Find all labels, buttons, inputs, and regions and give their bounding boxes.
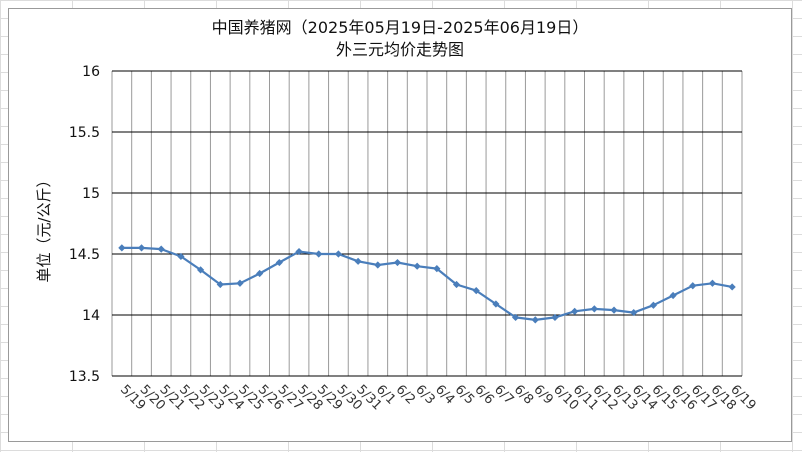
x-tick-label: 6/6 — [471, 382, 496, 407]
data-point-marker — [610, 306, 618, 314]
y-axis-label: 单位（元/公斤） — [35, 172, 53, 282]
data-point-marker — [295, 247, 303, 256]
y-tick-label: 13.5 — [69, 369, 100, 385]
y-tick-label: 15 — [82, 186, 100, 202]
y-tick-label: 14.5 — [69, 247, 100, 263]
y-tick-label: 14 — [82, 308, 100, 324]
x-tick-label: 6/7 — [491, 382, 516, 407]
chart-area: 中国养猪网（2025年05月19日-2025年06月19日） 外三元均价走势图 … — [8, 8, 792, 442]
data-point-marker — [669, 291, 677, 300]
x-tick-label: 6/8 — [511, 382, 536, 407]
x-tick-label: 6/4 — [432, 382, 457, 407]
x-tick-label: 6/5 — [452, 382, 477, 407]
chart-subtitle: 外三元均价走势图 — [335, 40, 464, 59]
x-tick-label: 6/9 — [530, 382, 555, 407]
chart-title-block: 中国养猪网（2025年05月19日-2025年06月19日） 外三元均价走势图 — [9, 17, 791, 61]
data-point-marker — [492, 300, 500, 308]
data-point-marker — [728, 283, 736, 291]
y-tick-label: 16 — [82, 64, 100, 80]
data-point-marker — [590, 305, 598, 313]
data-point-marker — [630, 308, 638, 317]
data-point-marker — [354, 257, 362, 265]
data-point-marker — [216, 280, 224, 289]
data-point-marker — [433, 265, 441, 273]
y-tick-label: 15.5 — [69, 125, 100, 141]
data-point-marker — [315, 250, 323, 258]
data-point-marker — [374, 261, 382, 269]
data-point-marker — [118, 244, 126, 252]
data-point-marker — [452, 280, 461, 289]
data-point-marker — [413, 262, 421, 270]
data-point-marker — [551, 313, 559, 322]
data-point-marker — [196, 266, 205, 274]
data-point-marker — [649, 301, 658, 309]
data-point-marker — [236, 279, 244, 287]
data-point-marker — [511, 313, 520, 322]
data-point-marker — [689, 282, 697, 290]
data-point-marker — [137, 244, 146, 252]
data-point-marker — [393, 258, 402, 267]
data-point-marker — [571, 307, 579, 315]
data-point-marker — [708, 279, 717, 287]
line-chart: 13.51414.51515.5165/195/205/215/225/235/… — [35, 64, 759, 413]
data-point-marker — [177, 252, 185, 261]
chart-title: 中国养猪网（2025年05月19日-2025年06月19日） — [211, 18, 589, 37]
data-point-marker — [157, 245, 165, 253]
data-point-marker — [334, 250, 343, 258]
x-tick-label: 6/3 — [412, 382, 437, 407]
data-point-marker — [472, 287, 480, 295]
data-point-marker — [256, 269, 264, 278]
data-point-marker — [531, 316, 539, 324]
x-tick-label: 6/2 — [393, 382, 418, 407]
